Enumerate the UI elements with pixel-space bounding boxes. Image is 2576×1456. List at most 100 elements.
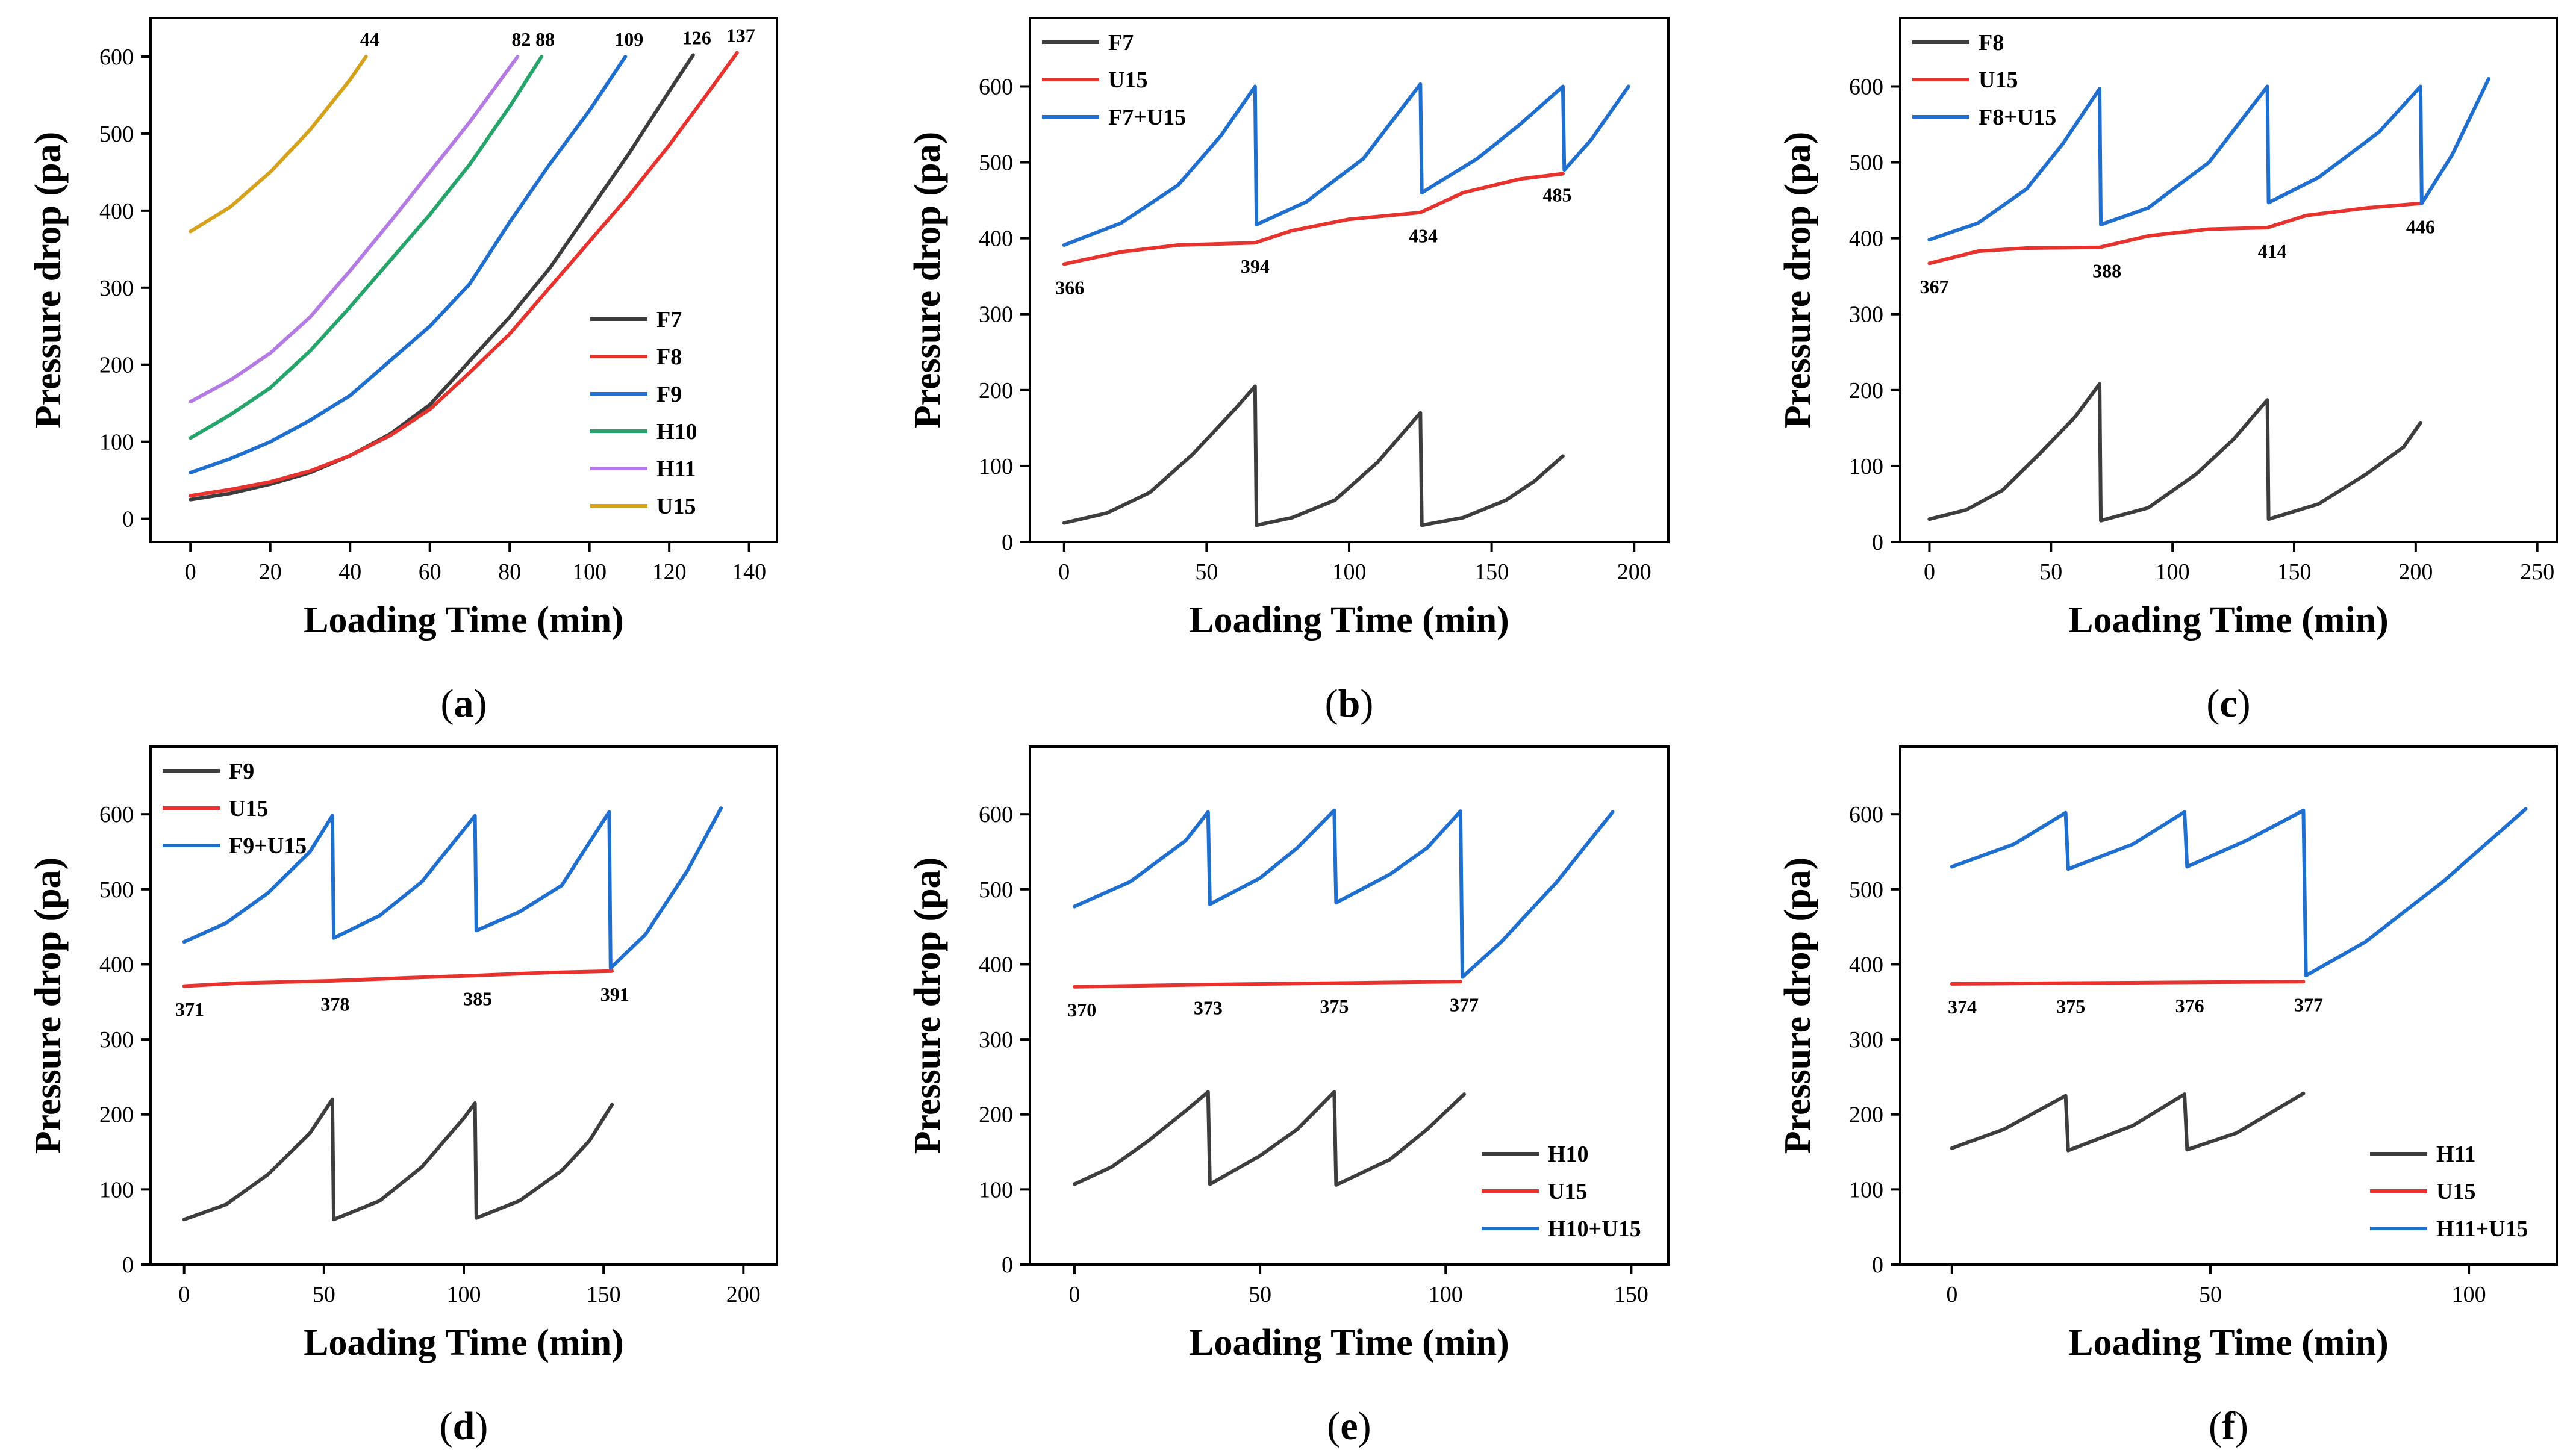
annotation-label: 385 xyxy=(463,988,492,1010)
x-axis-title-d: Loading Time (min) xyxy=(304,1322,624,1363)
y-tick-label-c: 200 xyxy=(1849,378,1883,403)
series-line-h11 xyxy=(1950,1091,2306,1153)
x-tick-label-a: 60 xyxy=(419,559,441,585)
x-axis-title-b: Loading Time (min) xyxy=(1189,600,1509,641)
series-line-u15 xyxy=(1062,172,1565,266)
legend-label: F8 xyxy=(656,344,682,370)
y-tick-label-f: 0 xyxy=(1872,1252,1883,1278)
series-line-h10 xyxy=(1073,1090,1466,1187)
annotation-label: 376 xyxy=(2175,995,2204,1016)
x-tick-label-b: 150 xyxy=(1474,559,1509,585)
x-tick-label-c: 150 xyxy=(2277,559,2312,585)
y-tick-label-b: 100 xyxy=(979,454,1013,479)
y-axis-title-d: Pressure drop (pa) xyxy=(28,857,69,1154)
series-line-u15 xyxy=(189,55,368,234)
legend-label: U15 xyxy=(656,494,696,519)
x-tick-label-a: 40 xyxy=(338,559,361,585)
legend-c: F8 U15 F8+U15 xyxy=(1912,30,2056,130)
y-tick-label-e: 600 xyxy=(979,802,1013,827)
y-tick-label-d: 200 xyxy=(99,1103,134,1128)
annotation-label: 377 xyxy=(1450,994,1479,1016)
y-tick-label-d: 600 xyxy=(99,802,134,827)
y-axis-title-c: Pressure drop (pa) xyxy=(1777,132,1818,429)
annotation-label: 446 xyxy=(2406,216,2435,237)
panel-label-a: (a) xyxy=(441,682,487,726)
y-tick-label-b: 500 xyxy=(979,151,1013,176)
y-tick-label-a: 300 xyxy=(99,276,134,301)
annotation-label: 375 xyxy=(2056,995,2085,1017)
chart-panel-f: 0 50 100 0 100 200 300 400 500 600 Loading Time (m… xyxy=(1777,745,2558,1448)
x-tick-label-a: 0 xyxy=(185,559,196,585)
series-line-u15 xyxy=(182,969,614,988)
legend-label: H10+U15 xyxy=(1548,1216,1641,1242)
x-tick-label-a: 140 xyxy=(732,559,766,585)
plot-frame-a xyxy=(149,17,778,543)
y-tick-label-c: 100 xyxy=(1849,454,1883,479)
y-tick-label-e: 300 xyxy=(979,1027,1013,1053)
panel-label-e: (e) xyxy=(1327,1404,1371,1448)
series-line-u15 xyxy=(1927,201,2422,266)
x-tick-label-e: 50 xyxy=(1249,1282,1271,1307)
legend-label: F8+U15 xyxy=(1979,105,2056,130)
panel-label-c: (c) xyxy=(2206,682,2250,726)
y-tick-label-f: 200 xyxy=(1849,1103,1883,1128)
series-line-f7 xyxy=(189,53,695,502)
y-tick-label-b: 0 xyxy=(1002,530,1013,555)
legend-label: U15 xyxy=(1979,67,2018,93)
series-line-h10-plus-u15 xyxy=(1073,808,1615,979)
chart-panel-d: 0 50 100 150 200 0 100 200 300 400 500 600 Loading T… xyxy=(28,745,778,1448)
y-axis-title-a: Pressure drop (pa) xyxy=(28,132,69,429)
x-tick-label-f: 50 xyxy=(2199,1282,2222,1307)
annotation-label: 391 xyxy=(600,983,629,1005)
y-tick-label-f: 500 xyxy=(1849,877,1883,903)
plot-frame-c xyxy=(1899,17,2558,543)
series-line-h11-plus-u15 xyxy=(1950,807,2528,978)
panel-label-b: (b) xyxy=(1325,682,1374,726)
legend-label: H10 xyxy=(1548,1142,1589,1167)
x-tick-label-a: 100 xyxy=(572,559,607,585)
x-tick-label-c: 200 xyxy=(2398,559,2433,585)
y-tick-label-a: 400 xyxy=(99,199,134,224)
annotation-label: 434 xyxy=(1409,225,1438,247)
x-axis-title-c: Loading Time (min) xyxy=(2068,600,2389,641)
y-tick-label-e: 0 xyxy=(1002,1252,1013,1278)
annotation-label: 370 xyxy=(1067,999,1096,1021)
x-axis-title-a: Loading Time (min) xyxy=(304,600,624,641)
y-tick-label-e: 200 xyxy=(979,1103,1013,1128)
x-tick-label-b: 0 xyxy=(1058,559,1070,585)
series-line-u15 xyxy=(1950,980,2306,986)
y-tick-label-e: 500 xyxy=(979,877,1013,903)
panel-label-d: (d) xyxy=(440,1404,488,1448)
y-tick-label-a: 200 xyxy=(99,353,134,378)
legend-label: F7 xyxy=(656,307,682,332)
y-tick-label-a: 0 xyxy=(122,507,134,532)
y-tick-label-f: 600 xyxy=(1849,802,1883,827)
y-tick-label-f: 300 xyxy=(1849,1027,1883,1053)
y-tick-label-a: 100 xyxy=(99,430,134,455)
annotation-label: 371 xyxy=(175,998,204,1020)
legend-b: F7 U15 F7+U15 xyxy=(1042,30,1186,130)
chart-panel-a: 0 20 40 60 80 100 120 140 0 100 200 300 400 500 600 Loa… xyxy=(28,17,778,726)
x-tick-label-c: 100 xyxy=(2156,559,2190,585)
y-tick-label-e: 100 xyxy=(979,1177,1013,1202)
chart-panel-c: 0 50 100 150 200 250 0 100 200 300 400 500 600 Loadin… xyxy=(1777,17,2558,726)
y-tick-label-f: 100 xyxy=(1849,1177,1883,1202)
end-label: 44 xyxy=(360,28,379,50)
legend-label: F9+U15 xyxy=(229,833,307,859)
legend-label: U15 xyxy=(1548,1179,1587,1204)
y-tick-label-b: 300 xyxy=(979,302,1013,328)
legend-label: F9 xyxy=(656,382,682,407)
y-tick-label-a: 600 xyxy=(99,45,134,70)
y-tick-label-c: 0 xyxy=(1872,530,1883,555)
annotation-label: 485 xyxy=(1542,184,1571,206)
legend-label: U15 xyxy=(229,796,268,821)
legend-label: H11+U15 xyxy=(2436,1216,2528,1242)
series-line-f9 xyxy=(189,55,628,474)
legend-label: H10 xyxy=(656,419,697,444)
series-line-h10 xyxy=(189,55,544,440)
x-tick-label-c: 0 xyxy=(1924,559,1935,585)
end-label: 88 xyxy=(535,28,555,50)
series-line-f7-plus-u15 xyxy=(1062,82,1630,247)
series-line-f7 xyxy=(1062,384,1565,527)
